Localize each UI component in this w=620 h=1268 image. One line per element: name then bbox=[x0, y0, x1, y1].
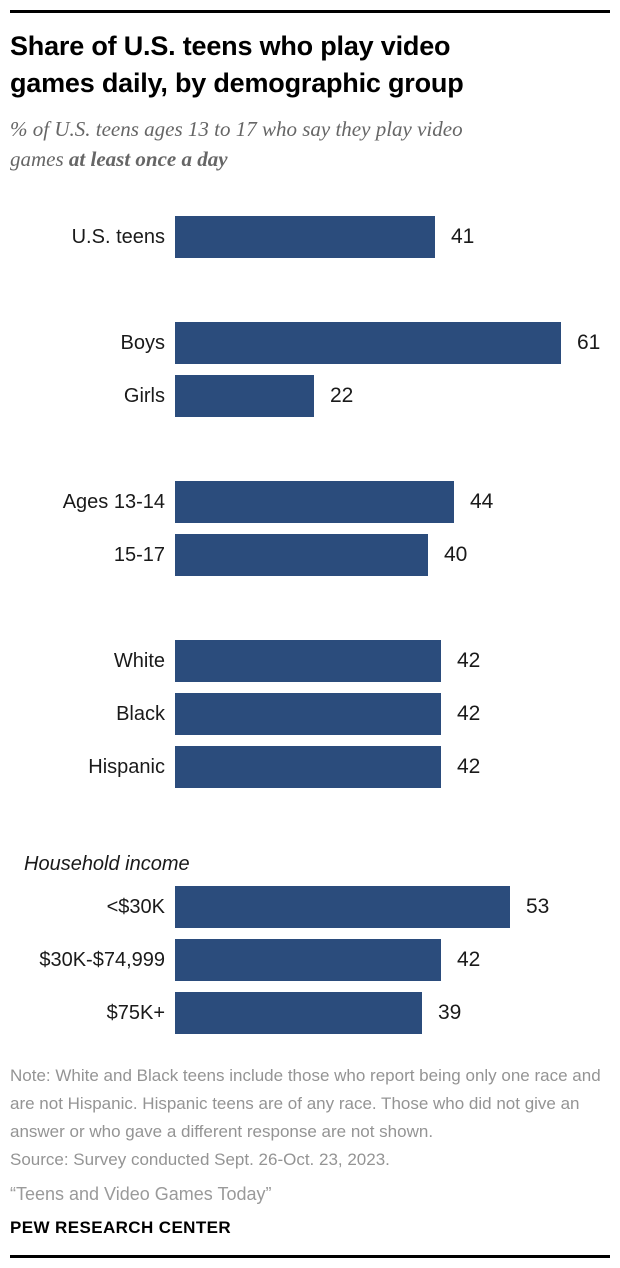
source-text: Source: Survey conducted Sept. 26-Oct. 2… bbox=[10, 1150, 390, 1169]
category-label: White bbox=[113, 649, 165, 672]
bar bbox=[175, 746, 441, 788]
category-label: Black bbox=[116, 702, 165, 725]
value-label: 42 bbox=[457, 755, 481, 778]
category-label: Hispanic bbox=[88, 755, 165, 778]
title-line-2: games daily, by demographic group bbox=[10, 68, 464, 98]
title-line-1: Share of U.S. teens who play video bbox=[10, 31, 451, 61]
report-title: “Teens and Video Games Today” bbox=[10, 1184, 272, 1204]
bar-row: $75K+ 39 bbox=[10, 992, 610, 1034]
page-title: Share of U.S. teens who play video games… bbox=[10, 28, 610, 102]
bar bbox=[175, 534, 428, 576]
category-label: <$30K bbox=[106, 895, 165, 918]
footer: Note: White and Black teens include thos… bbox=[10, 1062, 610, 1238]
value-label: 61 bbox=[577, 331, 601, 354]
brand-wordmark: PEW RESEARCH CENTER bbox=[10, 1218, 232, 1237]
bar-group: Boys 61 Girls 22 bbox=[10, 322, 610, 417]
top-rule bbox=[10, 10, 610, 13]
bar-group: U.S. teens 41 bbox=[10, 216, 610, 258]
category-label: Ages 13-14 bbox=[62, 490, 165, 513]
bar-row: Girls 22 bbox=[10, 375, 610, 417]
bar-row: White 42 bbox=[10, 640, 610, 682]
bar-group: Ages 13-14 44 15-17 40 bbox=[10, 481, 610, 576]
bar bbox=[175, 375, 314, 417]
bottom-rule bbox=[10, 1255, 610, 1258]
bar bbox=[175, 640, 441, 682]
bar bbox=[175, 992, 422, 1034]
chart-subtitle: % of U.S. teens ages 13 to 17 who say th… bbox=[10, 114, 610, 174]
bar bbox=[175, 216, 435, 258]
bar-row: 15-17 40 bbox=[10, 534, 610, 576]
category-label: Boys bbox=[120, 331, 165, 354]
value-label: 22 bbox=[330, 384, 354, 407]
bar-row: $30K-$74,999 42 bbox=[10, 939, 610, 981]
bar-group: White 42 Black 42 Hispanic 42 bbox=[10, 640, 610, 788]
value-label: 41 bbox=[451, 225, 475, 248]
bar bbox=[175, 322, 561, 364]
bar bbox=[175, 939, 441, 981]
subtitle-regular: games bbox=[10, 147, 69, 171]
value-label: 42 bbox=[457, 948, 481, 971]
bar-group: Household income <$30K 53 $30K-$74,999 42 $75… bbox=[10, 852, 610, 1034]
bar-row: Ages 13-14 44 bbox=[10, 481, 610, 523]
bar-row: Boys 61 bbox=[10, 322, 610, 364]
category-label: Girls bbox=[123, 384, 165, 407]
bar-row: Black 42 bbox=[10, 693, 610, 735]
value-label: 39 bbox=[438, 1001, 462, 1024]
bar bbox=[175, 886, 510, 928]
value-label: 42 bbox=[457, 702, 481, 725]
category-label: $75K+ bbox=[106, 1001, 165, 1024]
group-heading: Household income bbox=[24, 853, 190, 875]
value-label: 44 bbox=[470, 490, 494, 513]
bar-row: <$30K 53 bbox=[10, 886, 610, 928]
category-label: 15-17 bbox=[113, 543, 165, 566]
subtitle-bold: at least once a day bbox=[68, 147, 228, 171]
subtitle-line-2: games at least once a day bbox=[10, 144, 610, 174]
bar bbox=[175, 481, 454, 523]
value-label: 53 bbox=[526, 895, 550, 918]
subtitle-line-1: % of U.S. teens ages 13 to 17 who say th… bbox=[10, 117, 463, 141]
category-label: $30K-$74,999 bbox=[39, 948, 165, 971]
bar bbox=[175, 693, 441, 735]
value-label: 40 bbox=[444, 543, 468, 566]
bar-row: Hispanic 42 bbox=[10, 746, 610, 788]
note-text: Note: White and Black teens include thos… bbox=[10, 1066, 601, 1141]
category-label: U.S. teens bbox=[71, 225, 165, 248]
chart: U.S. teens 41 Boys 61 Girls 22 Ages 13-14 44 15-… bbox=[10, 216, 610, 1034]
bar-row: U.S. teens 41 bbox=[10, 216, 610, 258]
value-label: 42 bbox=[457, 649, 481, 672]
